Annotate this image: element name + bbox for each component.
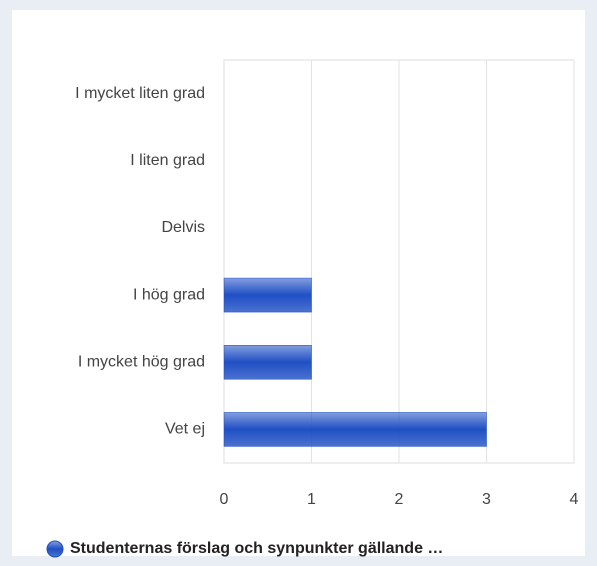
bar [223, 412, 487, 447]
x-tick-label: 4 [570, 491, 579, 508]
bar [223, 277, 312, 313]
y-tick-label: I mycket hög grad [78, 353, 205, 370]
y-tick-label: I hög grad [133, 286, 205, 303]
y-tick-label: I liten grad [130, 152, 205, 169]
legend-swatch [46, 540, 64, 558]
legend-label: Studenternas förslag och synpunkter gäll… [70, 540, 443, 557]
x-tick-label: 1 [307, 491, 316, 508]
y-tick-label: I mycket liten grad [75, 85, 205, 102]
x-tick-label: 3 [482, 491, 491, 508]
x-tick-label: 0 [220, 491, 229, 508]
y-tick-label: Vet ej [165, 421, 205, 438]
x-tick-label: 2 [395, 491, 404, 508]
y-tick-label: Delvis [161, 219, 205, 236]
bar [223, 345, 312, 380]
